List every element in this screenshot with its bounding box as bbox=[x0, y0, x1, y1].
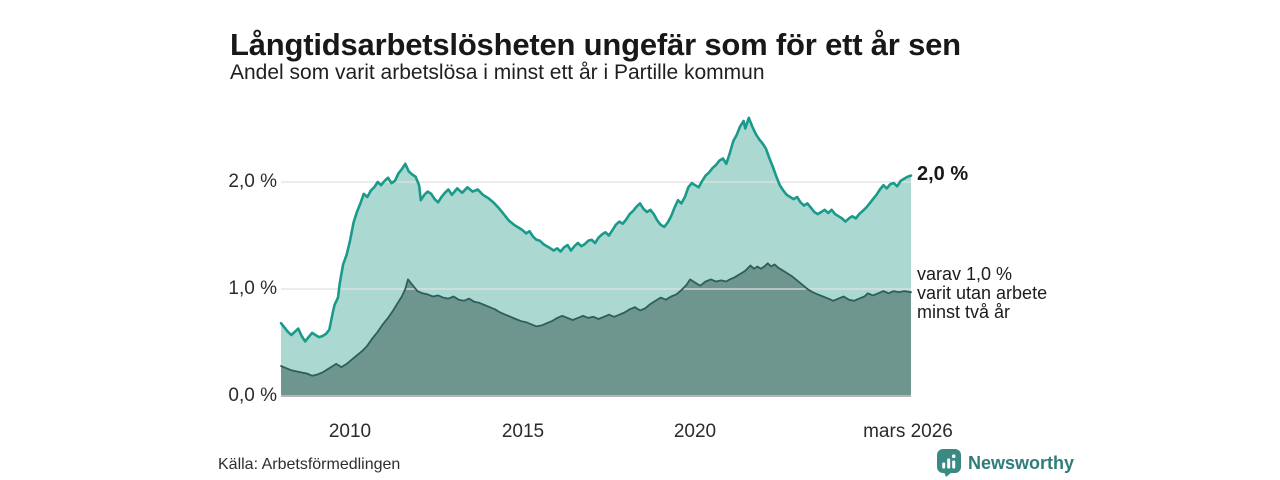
source-credit: Källa: Arbetsförmedlingen bbox=[218, 456, 401, 473]
chart-subtitle: Andel som varit arbetslösa i minst ett å… bbox=[230, 61, 765, 84]
x-axis-label-2015: 2015 bbox=[501, 421, 545, 442]
series-end-label-total: 2,0 % bbox=[917, 163, 969, 185]
series-end-label-subset: varav 1,0 % varit utan arbete minst två … bbox=[917, 265, 1047, 322]
x-axis-label-2020: 2020 bbox=[673, 421, 717, 442]
page-title: Långtidsarbetslösheten ungefär som för e… bbox=[230, 26, 961, 62]
series-end-label-subset-line1: varav 1,0 % bbox=[917, 264, 1013, 284]
series-end-label-subset-line2: varit utan arbete bbox=[917, 283, 1048, 303]
x-axis-label-mars-2026: mars 2026 bbox=[863, 421, 953, 442]
series-end-label-subset-line3: minst två år bbox=[917, 302, 1011, 322]
newsworthy-logo-icon bbox=[937, 449, 961, 477]
x-axis-label-2010: 2010 bbox=[328, 421, 372, 442]
newsworthy-brand: Newsworthy bbox=[937, 449, 1074, 477]
y-axis-label-1: 1,0 % bbox=[228, 278, 277, 299]
y-axis-label-0: 0,0 % bbox=[228, 385, 277, 406]
y-axis-label-2: 2,0 % bbox=[228, 171, 277, 192]
newsworthy-wordmark: Newsworthy bbox=[968, 452, 1075, 473]
